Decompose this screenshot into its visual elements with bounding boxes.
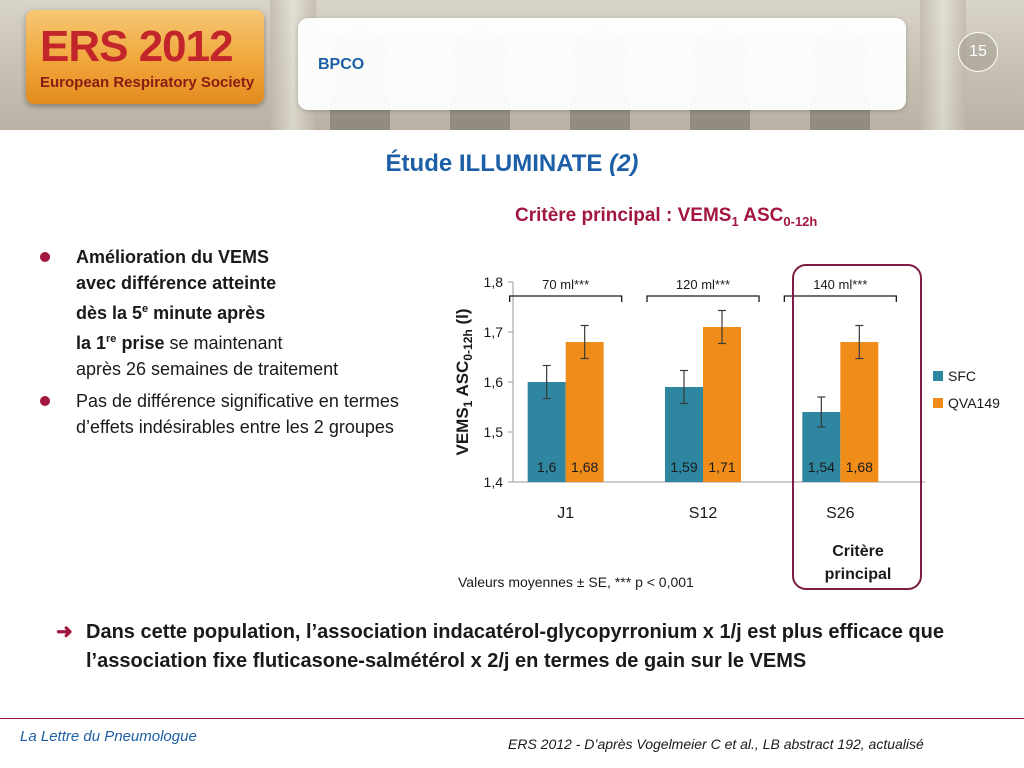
y-tick-label: 1,6	[484, 374, 504, 390]
header-panel: BPCO	[298, 18, 906, 110]
bullet-1-line3a: dès la 5	[76, 303, 143, 323]
x-tick-label: S26	[826, 505, 855, 522]
bullet-list: Amélioration du VEMS avec différence att…	[40, 244, 420, 446]
bullet-1-line5: après 26 semaines de traitement	[76, 359, 339, 379]
x-tick-label: J1	[557, 505, 574, 522]
x-tick-label: S12	[689, 505, 718, 522]
y-axis-label-part: 1	[461, 400, 475, 407]
difference-label: 120 ml***	[676, 277, 730, 292]
bullet-item: Amélioration du VEMS avec différence att…	[40, 244, 420, 382]
difference-bracket	[783, 295, 897, 302]
chart-title-sub2: 0-12h	[783, 213, 818, 229]
banner-column	[920, 0, 966, 130]
footer-divider	[0, 718, 1024, 719]
bullet-item: Pas de différence significative en terme…	[40, 388, 420, 440]
logo-title: ERS 2012	[40, 22, 234, 71]
criterion-highlight-box	[792, 264, 922, 590]
legend-label: SFC	[948, 368, 976, 384]
bullet-1-line3b: minute après	[148, 303, 266, 323]
slide-title-text: Étude ILLUMINATE	[385, 150, 603, 177]
criterion-label: Critère principal	[793, 540, 923, 586]
y-axis-label-part: (l)	[453, 308, 472, 329]
y-axis-label-part: ASC	[453, 361, 472, 401]
slide-title: Étude ILLUMINATE (2)	[0, 150, 1024, 178]
section-label: BPCO	[318, 56, 365, 73]
bar-qva149-j1	[565, 342, 604, 482]
bar-qva149-s26	[840, 342, 879, 482]
legend-label: QVA149	[948, 395, 1000, 411]
ers-logo: ERS 2012 European Respiratory Society	[26, 10, 264, 104]
data-label: 1,71	[708, 459, 735, 475]
difference-label: 70 ml***	[542, 277, 589, 292]
slide-title-suffix: (2)	[609, 150, 639, 177]
bullet-1-line3sup: e	[142, 303, 149, 315]
chart-title-sub1: 1	[731, 213, 739, 229]
y-tick-label: 1,8	[484, 274, 504, 290]
y-axis-label: VEMS1 ASC0-12h (l)	[453, 308, 475, 455]
bullet-1-line4sup: re	[106, 333, 117, 345]
bullet-dot	[40, 252, 50, 262]
difference-bracket	[646, 295, 760, 302]
bullet-1-line2: avec différence atteinte	[76, 273, 277, 293]
data-label: 1,68	[846, 459, 873, 475]
bullet-1-line1: Amélioration du VEMS	[76, 247, 270, 267]
bar-chart: 1,4 1,5 1,6 1,7 1,8 VEMS1 ASC0-12h (l) 1,6 1,68…	[453, 274, 1000, 522]
footer-reference: ERS 2012 - D’après Vogelmeier C et al., …	[508, 736, 924, 752]
criterion-label-line2: principal	[824, 566, 892, 583]
y-tick-label: 1,5	[484, 424, 504, 440]
bullet-2-text: Pas de différence significative en terme…	[76, 391, 399, 437]
bullet-1-line4c: se maintenant	[164, 333, 283, 353]
page-number: 15	[958, 32, 998, 72]
bullet-1-line4b: prise	[116, 333, 165, 353]
footer-journal: La Lettre du Pneumologue	[20, 728, 197, 745]
data-label: 1,59	[670, 459, 697, 475]
y-axis-label-part: VEMS	[453, 407, 472, 455]
bullet-1-line4a: la 1	[76, 333, 107, 353]
criterion-label-line1: Critère	[832, 543, 884, 560]
conclusion-text: Dans cette population, l’association ind…	[86, 621, 944, 672]
difference-bracket	[509, 295, 623, 302]
data-label: 1,68	[571, 459, 598, 475]
arrow-icon: ➜	[56, 621, 73, 643]
header-banner: ERS 2012 European Respiratory Society BP…	[0, 0, 1024, 130]
chart-title: Critère principal : VEMS1 ASC0-12h	[515, 205, 817, 229]
bullet-dot	[40, 396, 50, 406]
chart-title-text: Critère principal : VEMS	[515, 205, 732, 226]
data-label: 1,6	[537, 459, 557, 475]
difference-label: 140 ml***	[813, 277, 867, 292]
bar-qva149-s12	[703, 327, 741, 482]
y-tick-label: 1,7	[484, 324, 504, 340]
y-tick-label: 1,4	[484, 474, 504, 490]
logo-subtitle: European Respiratory Society	[40, 74, 255, 91]
chart-title-mid: ASC	[738, 205, 784, 226]
legend-swatch-sfc	[933, 371, 943, 381]
y-axis-label-part: 0-12h	[461, 329, 475, 360]
stats-note: Valeurs moyennes ± SE, *** p < 0,001	[458, 574, 694, 590]
data-label: 1,54	[808, 459, 835, 475]
legend-swatch-qva149	[933, 398, 943, 408]
